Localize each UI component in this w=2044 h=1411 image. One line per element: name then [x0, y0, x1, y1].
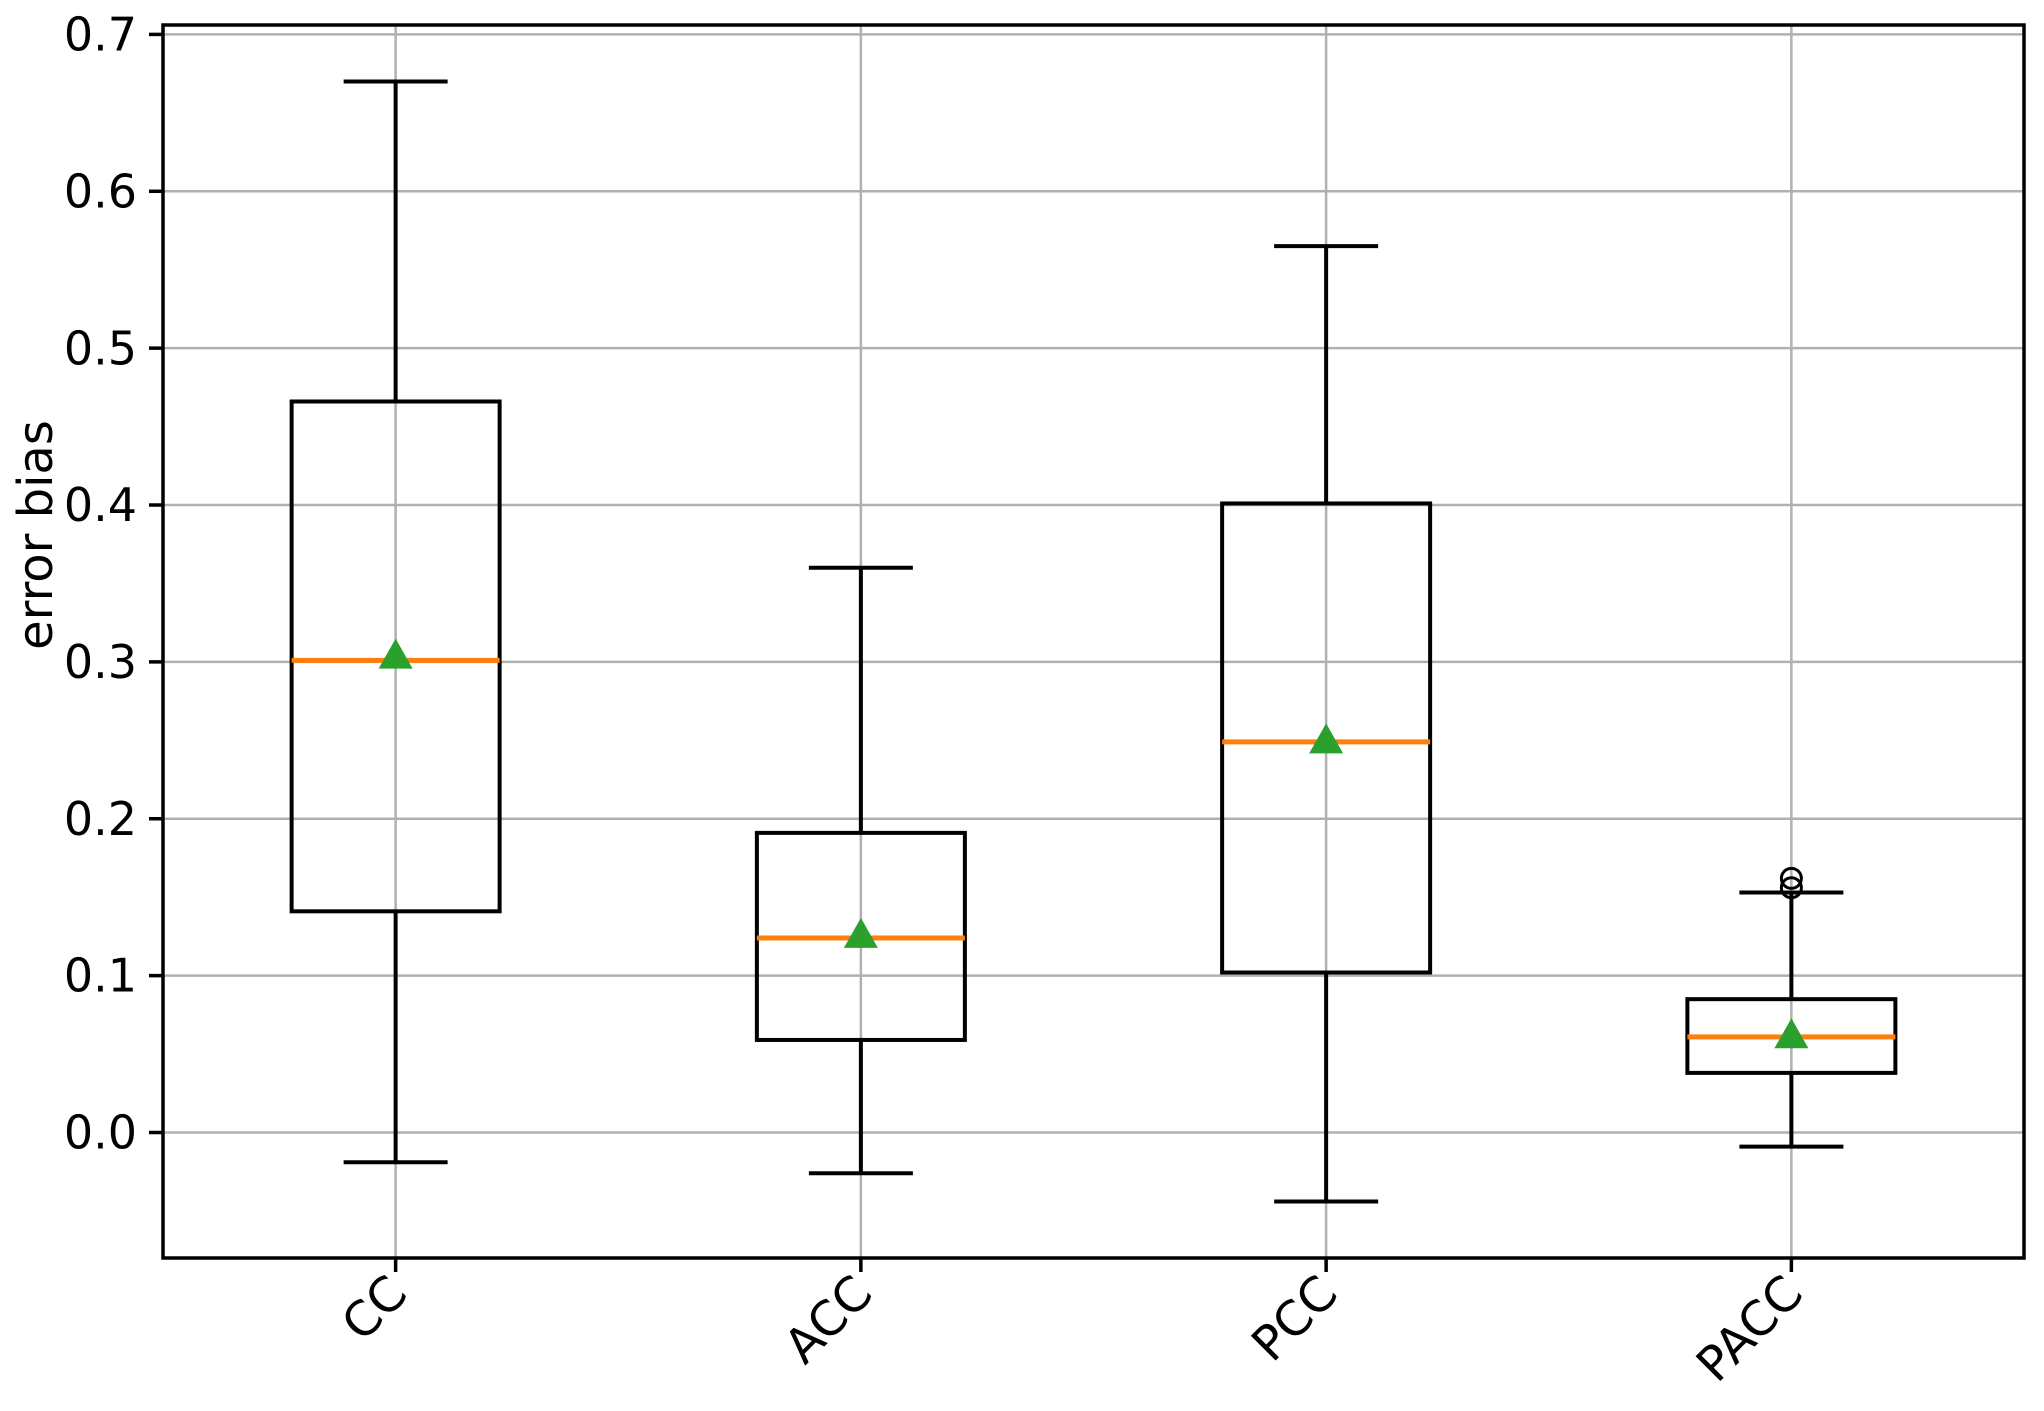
plot-border [161, 23, 2026, 1260]
y-axis-label: error bias [8, 420, 64, 650]
mean-marker [1774, 1018, 1809, 1049]
x-tick-label: PACC [1686, 1265, 1814, 1393]
y-tick-label: 0.2 [64, 792, 137, 846]
outlier-marker [1779, 866, 1803, 890]
x-tick-label: CC [331, 1265, 418, 1352]
y-tick-label: 0.1 [64, 949, 137, 1003]
data-layer [289, 79, 1898, 1204]
y-tick-label: 0.5 [64, 321, 137, 375]
mean-marker [378, 638, 413, 669]
y-tick-label: 0.0 [64, 1106, 137, 1160]
box [1220, 501, 1433, 975]
x-tick-label: ACC [774, 1265, 884, 1375]
y-tick-label: 0.6 [64, 164, 137, 218]
outlier-marker [1779, 876, 1803, 900]
x-tick-label: PCC [1241, 1265, 1348, 1372]
axes-layer: 0.0 0.1 0.2 0.3 0.4 0.5 0.6 0.7 CC ACC PCC PACC [64, 8, 2026, 1393]
box [289, 399, 502, 914]
y-tick-label: 0.3 [64, 635, 137, 689]
y-tick-label: 0.7 [64, 8, 137, 62]
mean-marker [843, 917, 878, 948]
y-tick-label: 0.4 [64, 478, 137, 532]
mean-marker [1309, 723, 1344, 754]
